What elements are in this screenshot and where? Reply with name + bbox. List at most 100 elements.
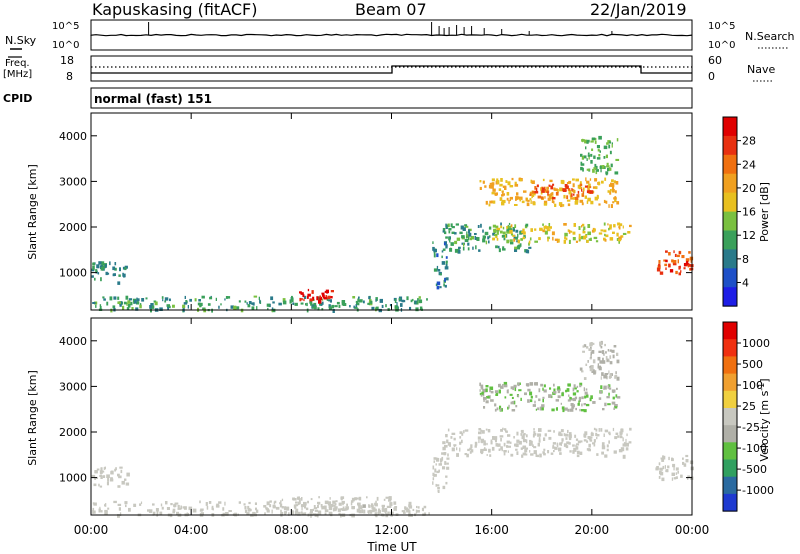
velocity-cell [433, 474, 435, 477]
velocity-cell [625, 442, 629, 447]
velocity-cell [442, 485, 446, 490]
velocity-cell [562, 408, 565, 413]
velocity-cell [661, 459, 665, 462]
velocity-cell [616, 352, 619, 356]
power-region-4 [442, 222, 532, 254]
power-cell [447, 223, 450, 228]
power-cell [665, 267, 667, 270]
velocity-cell [625, 438, 627, 443]
power-cell [318, 299, 322, 304]
power-cell [319, 295, 322, 298]
power-cell [272, 301, 275, 304]
power-cell [574, 197, 579, 200]
power-cell [517, 233, 519, 238]
power-cell [547, 237, 549, 242]
power-cell [325, 295, 328, 298]
power-cell [154, 301, 158, 306]
velocity-cell [589, 366, 592, 369]
velocity-cell [280, 511, 284, 515]
velocity-colorbar-tick-label: -500 [742, 463, 767, 476]
power-y-label: Slant Range [km] [26, 164, 39, 260]
freq-label: Freq. [5, 58, 30, 69]
velocity-cell [408, 505, 413, 509]
velocity-cell [422, 507, 424, 512]
velocity-cell [102, 475, 106, 478]
velocity-cell [581, 403, 583, 407]
power-cell [581, 225, 583, 228]
velocity-cell [485, 428, 488, 431]
power-cell [570, 197, 574, 200]
velocity-cell [522, 445, 527, 449]
velocity-cell [598, 428, 600, 432]
velocity-cell [671, 458, 674, 462]
power-cell [464, 238, 469, 242]
power-cell [162, 299, 164, 302]
velocity-cell [362, 504, 366, 508]
power-cell [509, 196, 513, 200]
power-cell [321, 292, 325, 295]
velocity-cell [606, 396, 610, 399]
power-cell [327, 296, 331, 300]
velocity-cell [540, 383, 544, 387]
power-cell [258, 296, 260, 300]
power-cell [282, 300, 287, 305]
velocity-cell [463, 430, 465, 434]
power-cell [127, 304, 131, 308]
velocity-cell [497, 443, 501, 447]
power-cell [480, 223, 482, 228]
power-colorbar-tick-label: 20 [742, 182, 756, 195]
power-cell [133, 300, 135, 304]
velocity-cell [675, 472, 678, 475]
freq-tick-top: 18 [60, 54, 74, 67]
velocity-cell [609, 355, 612, 359]
power-cell [607, 140, 611, 144]
power-cell [522, 236, 525, 240]
freq-panel: Freq. [MHz] 18 8 60 0 Nave [3, 54, 775, 83]
power-cell [622, 225, 624, 229]
velocity-cell [608, 387, 612, 390]
velocity-cell [601, 350, 605, 355]
power-cell [501, 191, 504, 194]
velocity-cell [106, 481, 109, 486]
power-cell [552, 197, 556, 200]
power-cell [381, 304, 384, 308]
velocity-cell [590, 354, 592, 358]
power-cell [606, 165, 610, 168]
power-cell [614, 171, 619, 175]
velocity-cell [498, 448, 501, 451]
velocity-cell [147, 509, 151, 512]
power-cell [482, 229, 484, 233]
velocity-colorbar-segment [723, 356, 737, 375]
power-cell [611, 186, 615, 190]
power-cell [579, 199, 584, 203]
power-cell [504, 186, 507, 190]
velocity-cell [612, 354, 615, 359]
power-cell [451, 226, 455, 229]
x-axis-label: Time UT [366, 540, 417, 554]
velocity-cell [614, 404, 618, 408]
velocity-cell [570, 397, 572, 400]
power-cell [512, 227, 515, 231]
power-cell [622, 232, 627, 235]
power-cell [442, 228, 446, 232]
power-cell [299, 297, 302, 302]
power-cell [328, 306, 333, 310]
power-cell [612, 201, 615, 204]
power-cell [491, 191, 495, 195]
power-cell [557, 238, 560, 243]
velocity-cell [321, 505, 325, 510]
velocity-cell [284, 511, 287, 514]
velocity-cell [497, 443, 499, 447]
velocity-cell [238, 501, 241, 504]
velocity-cell [557, 388, 561, 391]
velocity-cell [578, 400, 580, 403]
power-cell [507, 225, 512, 229]
freq-unit-label: [MHz] [3, 69, 32, 80]
velocity-colorbar-segment [723, 425, 737, 443]
velocity-cell [539, 406, 543, 411]
power-cell [355, 304, 357, 307]
power-cell [506, 192, 510, 196]
power-cell [457, 249, 461, 254]
velocity-cell [529, 440, 533, 445]
x-tick-label: 12:00 [374, 523, 409, 537]
